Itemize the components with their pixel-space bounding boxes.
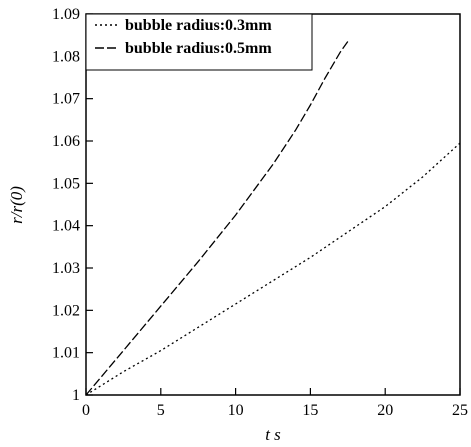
x-tick-label: 20: [377, 402, 393, 419]
x-tick-label: 15: [302, 402, 318, 419]
y-tick-label: 1.06: [52, 133, 80, 150]
series-layer: [85, 41, 461, 396]
y-axis-label: r/r(0): [7, 186, 26, 224]
y-tick-label: 1.01: [52, 345, 80, 362]
y-tick-label: 1.05: [52, 175, 80, 192]
x-axis-label: t s: [265, 425, 281, 444]
y-tick-label: 1.09: [52, 6, 80, 23]
y-tick-label: 1.03: [52, 260, 80, 277]
x-tick-label: 25: [452, 402, 468, 419]
series-line-1: [85, 142, 461, 396]
legend: bubble radius:0.3mm bubble radius:0.5mm: [85, 13, 313, 71]
y-tick-label: 1.08: [52, 48, 80, 65]
x-tick-label: 5: [157, 402, 165, 419]
y-tick-label: 1.07: [52, 91, 80, 108]
x-tick-label: 0: [82, 402, 90, 419]
y-tick-label: 1.02: [52, 302, 80, 319]
legend-label-1: bubble radius:0.3mm: [125, 17, 272, 34]
y-tick-label: 1.04: [52, 218, 80, 235]
y-tick-label: 1: [72, 387, 80, 404]
ticks-layer: 0 5 10 15 20 25 1 1.01 1.02 1.03 1.04 1.05 1.06 1.07 1…: [52, 6, 468, 419]
legend-box: [85, 13, 313, 71]
x-tick-label: 10: [228, 402, 244, 419]
legend-label-2: bubble radius:0.5mm: [125, 40, 272, 57]
series-line-2: [85, 41, 349, 396]
plot-frame: [85, 13, 461, 396]
